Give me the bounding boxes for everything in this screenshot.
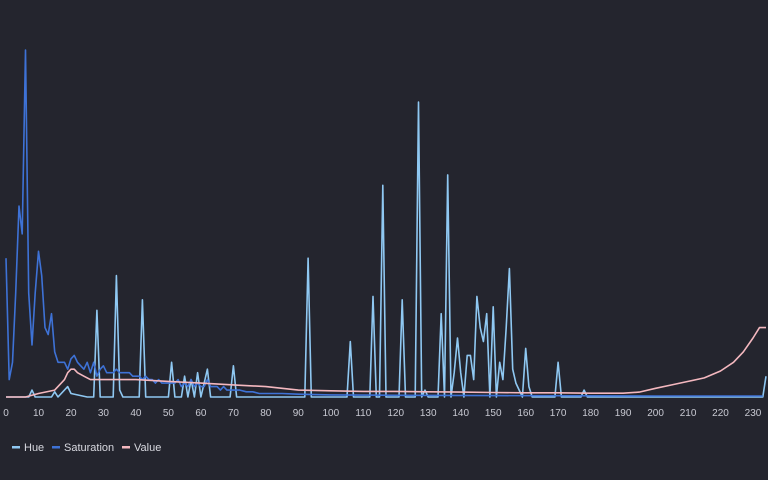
x-tick-label: 210 [680,408,697,419]
legend-label: Hue [24,442,44,454]
x-tick-label: 170 [550,408,567,419]
x-tick-label: 70 [228,408,240,419]
legend-swatch [52,446,60,449]
x-tick-label: 50 [163,408,175,419]
x-tick-label: 80 [260,408,272,419]
x-tick-label: 0 [3,408,9,419]
x-tick-label: 150 [485,408,502,419]
x-tick-label: 110 [355,408,371,419]
x-tick-label: 130 [420,408,437,419]
legend-swatch [122,446,130,449]
x-tick-label: 10 [33,408,45,419]
x-tick-label: 120 [387,408,404,419]
x-tick-label: 200 [647,408,664,419]
x-tick-label: 60 [195,408,207,419]
x-tick-label: 90 [293,408,305,419]
series-line-hue [6,101,767,398]
x-tick-label: 190 [615,408,632,419]
legend-item-value[interactable]: Value [122,442,161,454]
x-tick-label: 220 [712,408,729,419]
x-tick-label: 20 [65,408,77,419]
series-line-saturation [5,49,763,397]
x-tick-label: 40 [130,408,142,419]
x-axis: 0 10 20 30 40 50 60 70 80 90 100 110 120 130 140 150 160… [3,408,762,419]
series-line-value [6,326,766,398]
legend-label: Saturation [64,442,114,454]
legend-label: Value [134,442,161,454]
legend-item-hue[interactable]: Hue [12,442,44,454]
legend-swatch [12,446,20,449]
x-tick-label: 230 [745,408,762,419]
plot-series [5,49,767,398]
x-tick-label: 180 [582,408,599,419]
x-tick-label: 160 [517,408,534,419]
legend-item-saturation[interactable]: Saturation [52,442,114,454]
x-tick-label: 30 [98,408,110,419]
legend: Hue Saturation Value [12,442,161,454]
x-tick-label: 140 [452,408,469,419]
x-tick-label: 100 [322,408,339,419]
